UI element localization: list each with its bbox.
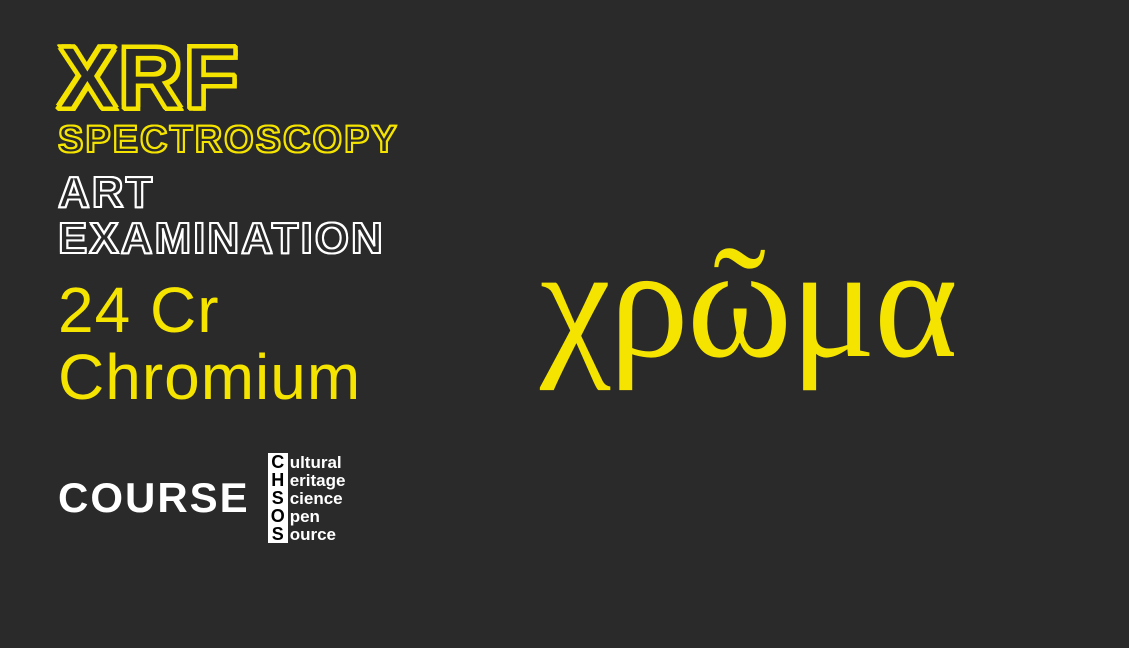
element-number-symbol: 24 Cr [58,277,518,344]
chsos-cap: H [268,471,288,489]
title-xrf: XRF [58,38,518,117]
chsos-row-science: S cience [268,489,346,507]
chsos-cap: O [268,507,288,525]
chsos-acronym: C ultural H eritage S cience O pen S our… [268,453,346,543]
chsos-rest: cience [288,490,343,507]
chsos-row-heritage: H eritage [268,471,346,489]
chsos-rest: pen [288,508,320,525]
chsos-cap: S [268,489,288,507]
title-examination: EXAMINATION [58,216,518,262]
chsos-cap: C [268,453,288,471]
chsos-row-source: S ource [268,525,346,543]
course-row: COURSE C ultural H eritage S cience O pe… [58,453,518,543]
greek-word: χρῶμα [540,210,956,395]
title-art: ART [58,170,518,216]
chsos-rest: eritage [288,472,346,489]
chsos-rest: ultural [288,454,342,471]
chsos-row-open: O pen [268,507,346,525]
element-name: Chromium [58,344,518,411]
course-label: COURSE [58,474,250,522]
left-column: XRF SPECTROSCOPY ART EXAMINATION 24 Cr C… [58,38,518,543]
chsos-row-cultural: C ultural [268,453,346,471]
chsos-cap: S [268,525,288,543]
chsos-rest: ource [288,526,336,543]
